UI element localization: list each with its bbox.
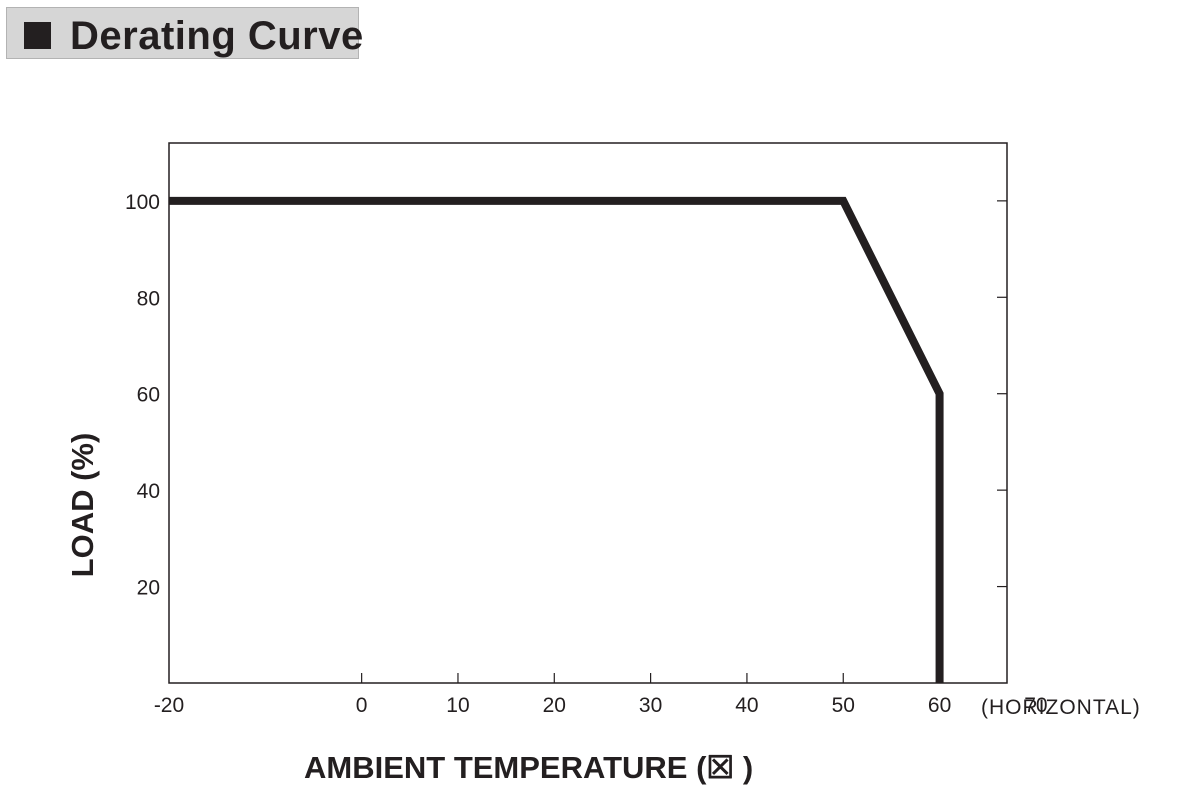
x-axis-title: AMBIENT TEMPERATURE (☒ ) — [304, 750, 753, 785]
y-tick-label: 40 — [137, 480, 160, 503]
title-square-icon — [24, 22, 51, 49]
y-axis-ticks: 20 40 60 80 100 — [125, 191, 1007, 600]
x-tick-label: 50 — [832, 694, 855, 717]
title-box: Derating Curve — [6, 7, 363, 59]
x-tick-label: 10 — [446, 694, 469, 717]
x-tick-label: 0 — [356, 694, 368, 717]
x-tick-label: 70 — [1024, 694, 1047, 717]
x-tick-label: 20 — [543, 694, 566, 717]
y-axis-title: LOAD (%) — [65, 433, 100, 578]
x-tick-label: 40 — [735, 694, 758, 717]
x-tick-label: 60 — [928, 694, 951, 717]
x-tick-label: -20 — [154, 694, 184, 717]
x-tick-label: 30 — [639, 694, 662, 717]
data-point — [842, 200, 844, 202]
series-group — [168, 196, 944, 684]
chart-title: Derating Curve — [70, 14, 364, 58]
x-axis-ticks: -20 0 10 20 30 40 50 60 70 — [154, 673, 1048, 717]
series-line — [169, 196, 944, 683]
y-tick-label: 100 — [125, 191, 160, 214]
data-point — [168, 200, 170, 202]
plot-frame — [168, 142, 1008, 684]
x-axis-note: (HORIZONTAL) — [981, 696, 1141, 719]
data-point — [939, 393, 941, 395]
data-point — [939, 682, 941, 684]
y-tick-label: 20 — [137, 577, 160, 600]
y-tick-label: 80 — [137, 287, 160, 310]
y-tick-label: 60 — [137, 384, 160, 407]
